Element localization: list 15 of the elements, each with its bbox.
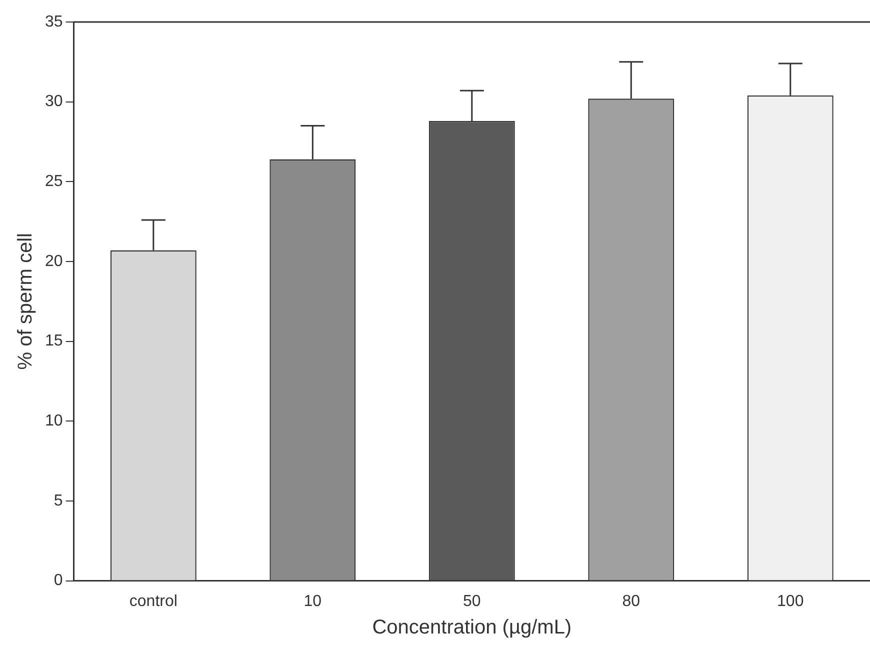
x-axis-title: Concentration (µg/mL) xyxy=(372,616,572,639)
x-tick-label: 50 xyxy=(463,592,481,610)
y-tick-label: 10 xyxy=(45,412,63,430)
x-tick-label: 80 xyxy=(622,592,640,610)
x-tick-label: 10 xyxy=(304,592,322,610)
y-tick-label: 30 xyxy=(45,93,63,110)
y-tick-label: 15 xyxy=(45,332,63,350)
y-tick-label: 5 xyxy=(54,492,63,510)
y-tick-label: 35 xyxy=(45,13,63,30)
y-axis-title: % of sperm cell xyxy=(14,233,37,370)
x-tick-label: 100 xyxy=(777,592,804,610)
y-tick-label: 25 xyxy=(45,173,63,190)
x-tick-label: control xyxy=(129,592,178,610)
y-tick-label: 20 xyxy=(45,252,63,270)
y-tick-label: 0 xyxy=(54,572,63,590)
